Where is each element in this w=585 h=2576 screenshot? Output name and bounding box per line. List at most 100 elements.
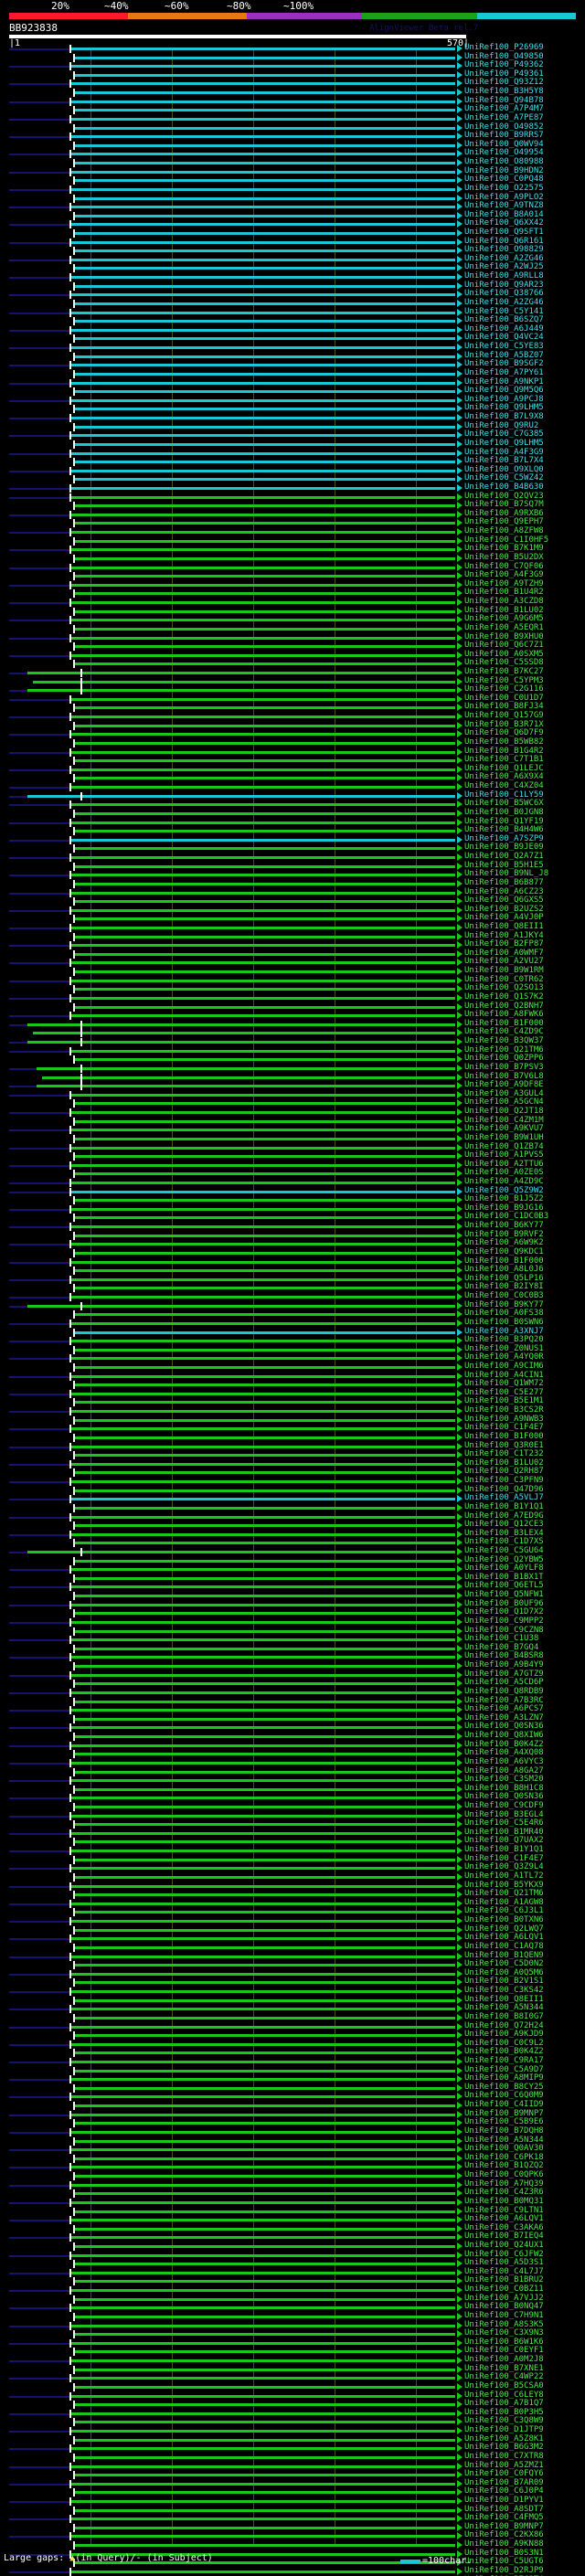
hit-accession-label[interactable]: UniRef100_B7KC27 (464, 667, 544, 676)
alignment-row[interactable]: UniRef100_O49954 (0, 149, 585, 158)
hit-accession-label[interactable]: UniRef100_C9CDF9 (464, 1801, 544, 1810)
alignment-row[interactable]: UniRef100_A5VLJ7 (0, 1494, 585, 1503)
hsp-bar[interactable] (73, 2298, 455, 2301)
alignment-row[interactable]: UniRef100_A7B1Q7 (0, 2400, 585, 2409)
hit-accession-label[interactable]: UniRef100_B1MR40 (464, 1828, 544, 1837)
hsp-bar[interactable] (27, 1551, 455, 1553)
alignment-row[interactable]: UniRef100_Q9AR23 (0, 281, 585, 291)
alignment-row[interactable]: UniRef100_A7ED9G (0, 1512, 585, 1521)
hit-accession-label[interactable]: UniRef100_A0WMF7 (464, 949, 544, 958)
hsp-bar[interactable] (73, 970, 455, 973)
hsp-bar[interactable] (73, 1155, 455, 1158)
hsp-bar[interactable] (73, 179, 455, 182)
hit-accession-label[interactable]: UniRef100_A9DF8E (464, 1080, 544, 1089)
hit-accession-label[interactable]: UniRef100_Q2YBW5 (464, 1555, 544, 1564)
hsp-bar[interactable] (27, 1305, 455, 1308)
hit-accession-label[interactable]: UniRef100_C1AQ78 (464, 1942, 544, 1951)
hsp-bar[interactable] (73, 57, 455, 59)
hit-accession-label[interactable]: UniRef100_B0P3H5 (464, 2408, 544, 2417)
hsp-bar[interactable] (73, 1366, 455, 1369)
hit-accession-label[interactable]: UniRef100_C6JFW2 (464, 2250, 544, 2259)
hit-accession-label[interactable]: UniRef100_C9LTN1 (464, 2206, 544, 2215)
hsp-bar[interactable] (69, 874, 455, 876)
alignment-row[interactable]: UniRef100_C0FQY6 (0, 2470, 585, 2479)
hsp-bar[interactable] (27, 1023, 455, 1026)
hit-accession-label[interactable]: UniRef100_A7B3RC (464, 1696, 544, 1705)
alignment-row[interactable]: UniRef100_B9RRS7 (0, 132, 585, 141)
alignment-row[interactable]: UniRef100_A5N344 (0, 2136, 585, 2146)
hsp-bar[interactable] (69, 1427, 455, 1430)
hsp-bar[interactable] (69, 1867, 455, 1870)
alignment-row[interactable]: UniRef100_C4L7J7 (0, 2268, 585, 2277)
hit-accession-label[interactable]: UniRef100_O49852 (464, 122, 544, 132)
hsp-bar[interactable] (69, 1191, 455, 1193)
alignment-row[interactable]: UniRef100_A7PE87 (0, 114, 585, 123)
alignment-row[interactable]: UniRef100_B3LEX4 (0, 1530, 585, 1539)
hsp-bar[interactable] (69, 452, 455, 455)
hit-accession-label[interactable]: UniRef100_C3SM20 (464, 1775, 544, 1784)
hsp-bar[interactable] (73, 2527, 455, 2529)
hsp-bar[interactable] (73, 1172, 455, 1175)
hit-accession-label[interactable]: UniRef100_Q3R0E1 (464, 1441, 544, 1450)
hsp-bar[interactable] (73, 1383, 455, 1386)
hit-accession-label[interactable]: UniRef100_Q7UAX2 (464, 1836, 544, 1845)
hsp-bar[interactable] (69, 2061, 455, 2063)
hsp-bar[interactable] (69, 2518, 455, 2520)
alignment-row[interactable]: UniRef100_Q2RH87 (0, 1468, 585, 1477)
alignment-row[interactable]: UniRef100_A5BZ07 (0, 352, 585, 361)
hsp-bar[interactable] (73, 1436, 455, 1439)
hit-accession-label[interactable]: UniRef100_B0K4Z2 (464, 2047, 544, 2056)
hsp-bar[interactable] (73, 232, 455, 235)
hsp-bar[interactable] (73, 2439, 455, 2442)
alignment-row[interactable]: UniRef100_O49850 (0, 53, 585, 62)
alignment-row[interactable]: UniRef100_A7PY61 (0, 369, 585, 378)
hsp-bar[interactable] (69, 1463, 455, 1466)
alignment-row[interactable]: UniRef100_B1BX1T (0, 1574, 585, 1583)
hit-accession-label[interactable]: UniRef100_A7P4M7 (464, 104, 544, 113)
alignment-row[interactable]: UniRef100_A9DF8E (0, 1081, 585, 1090)
alignment-row[interactable]: UniRef100_A7P4M7 (0, 105, 585, 114)
hit-accession-label[interactable]: UniRef100_Q94B78 (464, 96, 544, 105)
alignment-row[interactable]: UniRef100_C0QPK6 (0, 2171, 585, 2180)
alignment-row[interactable]: UniRef100_A9NKP1 (0, 378, 585, 387)
hsp-bar[interactable] (42, 1076, 455, 1079)
hsp-bar[interactable] (69, 1815, 455, 1818)
hit-accession-label[interactable]: UniRef100_A9RXB6 (464, 509, 544, 518)
hsp-bar[interactable] (73, 1269, 455, 1272)
alignment-row[interactable]: UniRef100_B2FP87 (0, 940, 585, 949)
alignment-row[interactable]: UniRef100_C5E277 (0, 1389, 585, 1398)
hit-accession-label[interactable]: UniRef100_C7G385 (464, 429, 544, 439)
alignment-row[interactable]: UniRef100_Q9M5Q6 (0, 387, 585, 396)
hsp-bar[interactable] (69, 1208, 455, 1211)
hit-accession-label[interactable]: UniRef100_C4Z3R6 (464, 2188, 544, 2197)
alignment-row[interactable]: UniRef100_A6W9K2 (0, 1239, 585, 1248)
hsp-bar[interactable] (69, 1498, 455, 1500)
hit-accession-label[interactable]: UniRef100_Q5LP16 (464, 1274, 544, 1283)
hsp-bar[interactable] (69, 1568, 455, 1571)
alignment-row[interactable]: UniRef100_A9PCJ8 (0, 396, 585, 405)
alignment-row[interactable]: UniRef100_Q6XX42 (0, 219, 585, 228)
alignment-row[interactable]: UniRef100_B8A014 (0, 211, 585, 220)
hit-accession-label[interactable]: UniRef100_C5YPM3 (464, 676, 544, 685)
alignment-row[interactable]: UniRef100_O9XLQ0 (0, 466, 585, 475)
alignment-row[interactable]: UniRef100_C1DC0B3 (0, 1213, 585, 1222)
alignment-row[interactable]: UniRef100_B6SZQ7 (0, 316, 585, 325)
hit-accession-label[interactable]: UniRef100_B4BSR8 (464, 1651, 544, 1660)
alignment-row[interactable]: UniRef100_C1F4E7 (0, 1424, 585, 1433)
hsp-bar[interactable] (69, 2043, 455, 2046)
hit-accession-label[interactable]: UniRef100_B9JE09 (464, 843, 544, 852)
hsp-bar[interactable] (73, 1542, 455, 1544)
hsp-bar[interactable] (73, 1235, 455, 1237)
hsp-bar[interactable] (73, 2280, 455, 2283)
alignment-row[interactable]: UniRef100_B9XHU0 (0, 633, 585, 642)
alignment-row[interactable]: UniRef100_C3X9N3 (0, 2329, 585, 2338)
hsp-bar[interactable] (69, 101, 455, 103)
hsp-bar[interactable] (73, 109, 455, 111)
hit-accession-label[interactable]: UniRef100_Q1YF19 (464, 817, 544, 826)
hit-accession-label[interactable]: UniRef100_D1PYV1 (464, 2496, 544, 2505)
hit-accession-label[interactable]: UniRef100_B6KY77 (464, 1221, 544, 1230)
alignment-row[interactable]: UniRef100_A8S3K5 (0, 2321, 585, 2330)
alignment-row[interactable]: UniRef100_B7L9X8 (0, 413, 585, 422)
hsp-bar[interactable] (69, 961, 455, 964)
hit-accession-label[interactable]: UniRef100_C1T232 (464, 1449, 544, 1458)
